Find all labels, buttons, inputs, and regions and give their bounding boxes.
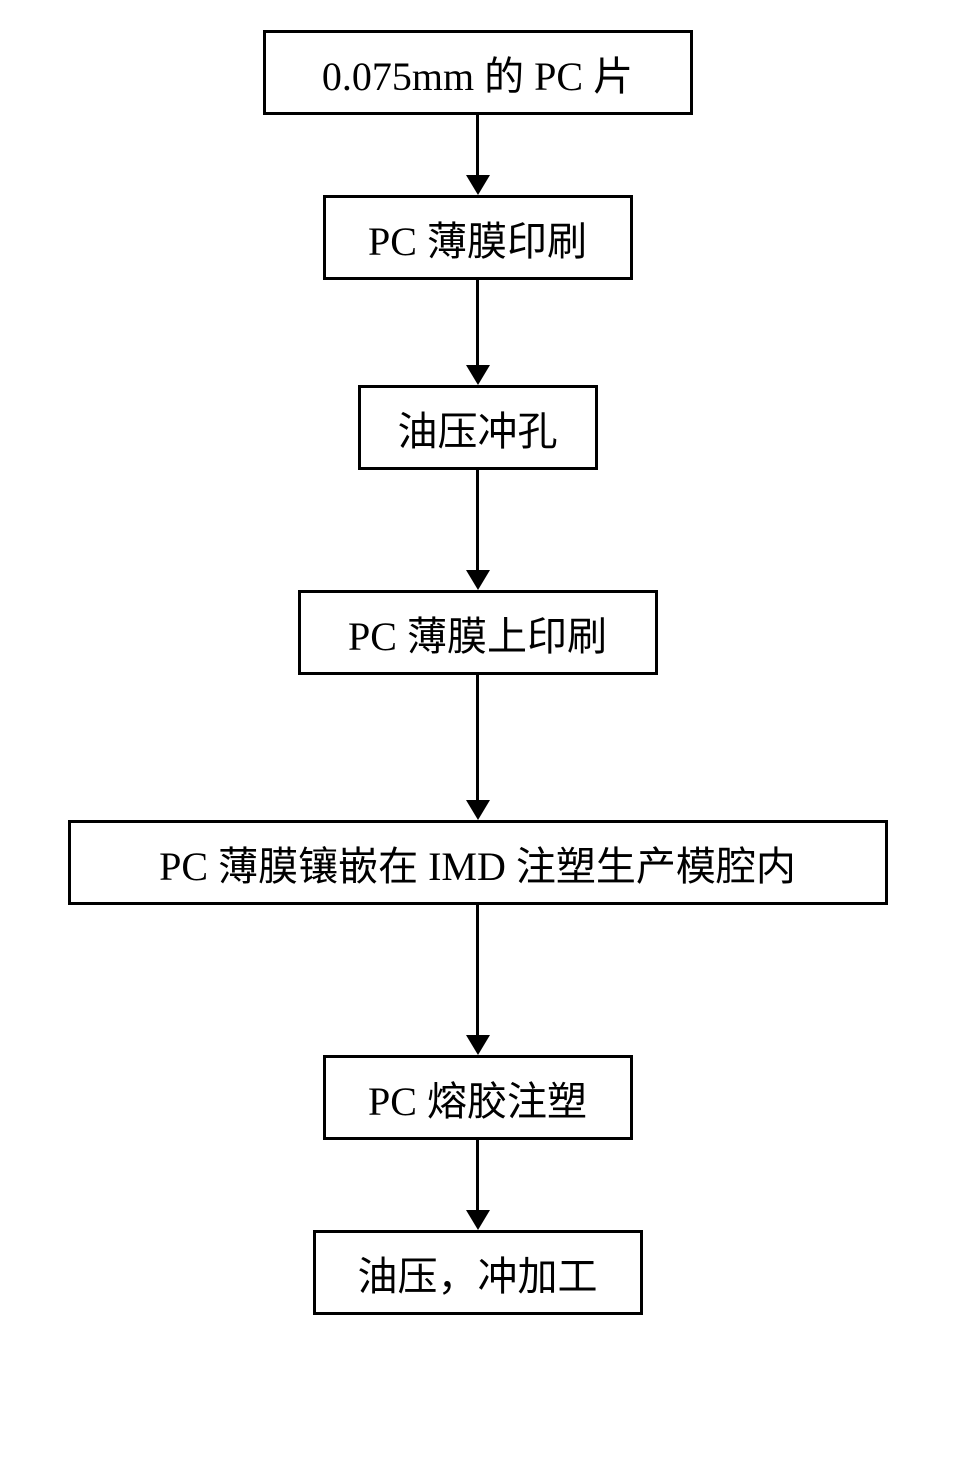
arrow-line [476,280,479,365]
flowchart-arrow-5 [466,905,490,1055]
arrow-line [476,115,479,175]
arrow-line [476,675,479,800]
arrow-head-icon [466,1035,490,1055]
flowchart-arrow-2 [466,280,490,385]
flowchart-node-2: PC 薄膜印刷 [323,195,633,280]
arrow-line [476,905,479,1035]
flowchart-node-3: 油压冲孔 [358,385,598,470]
arrow-head-icon [466,1210,490,1230]
flowchart-node-6: PC 熔胶注塑 [323,1055,633,1140]
flowchart-node-1: 0.075mm 的 PC 片 [263,30,693,115]
flowchart-arrow-6 [466,1140,490,1230]
flowchart-arrow-1 [466,115,490,195]
arrow-head-icon [466,175,490,195]
flowchart-arrow-4 [466,675,490,820]
arrow-head-icon [466,365,490,385]
flowchart-node-4: PC 薄膜上印刷 [298,590,658,675]
flowchart-node-7: 油压，冲加工 [313,1230,643,1315]
arrow-head-icon [466,800,490,820]
arrow-line [476,1140,479,1210]
arrow-line [476,470,479,570]
arrow-head-icon [466,570,490,590]
flowchart-node-5: PC 薄膜镶嵌在 IMD 注塑生产模腔内 [68,820,888,905]
flowchart-container: 0.075mm 的 PC 片 PC 薄膜印刷 油压冲孔 PC 薄膜上印刷 PC … [68,30,888,1315]
flowchart-arrow-3 [466,470,490,590]
